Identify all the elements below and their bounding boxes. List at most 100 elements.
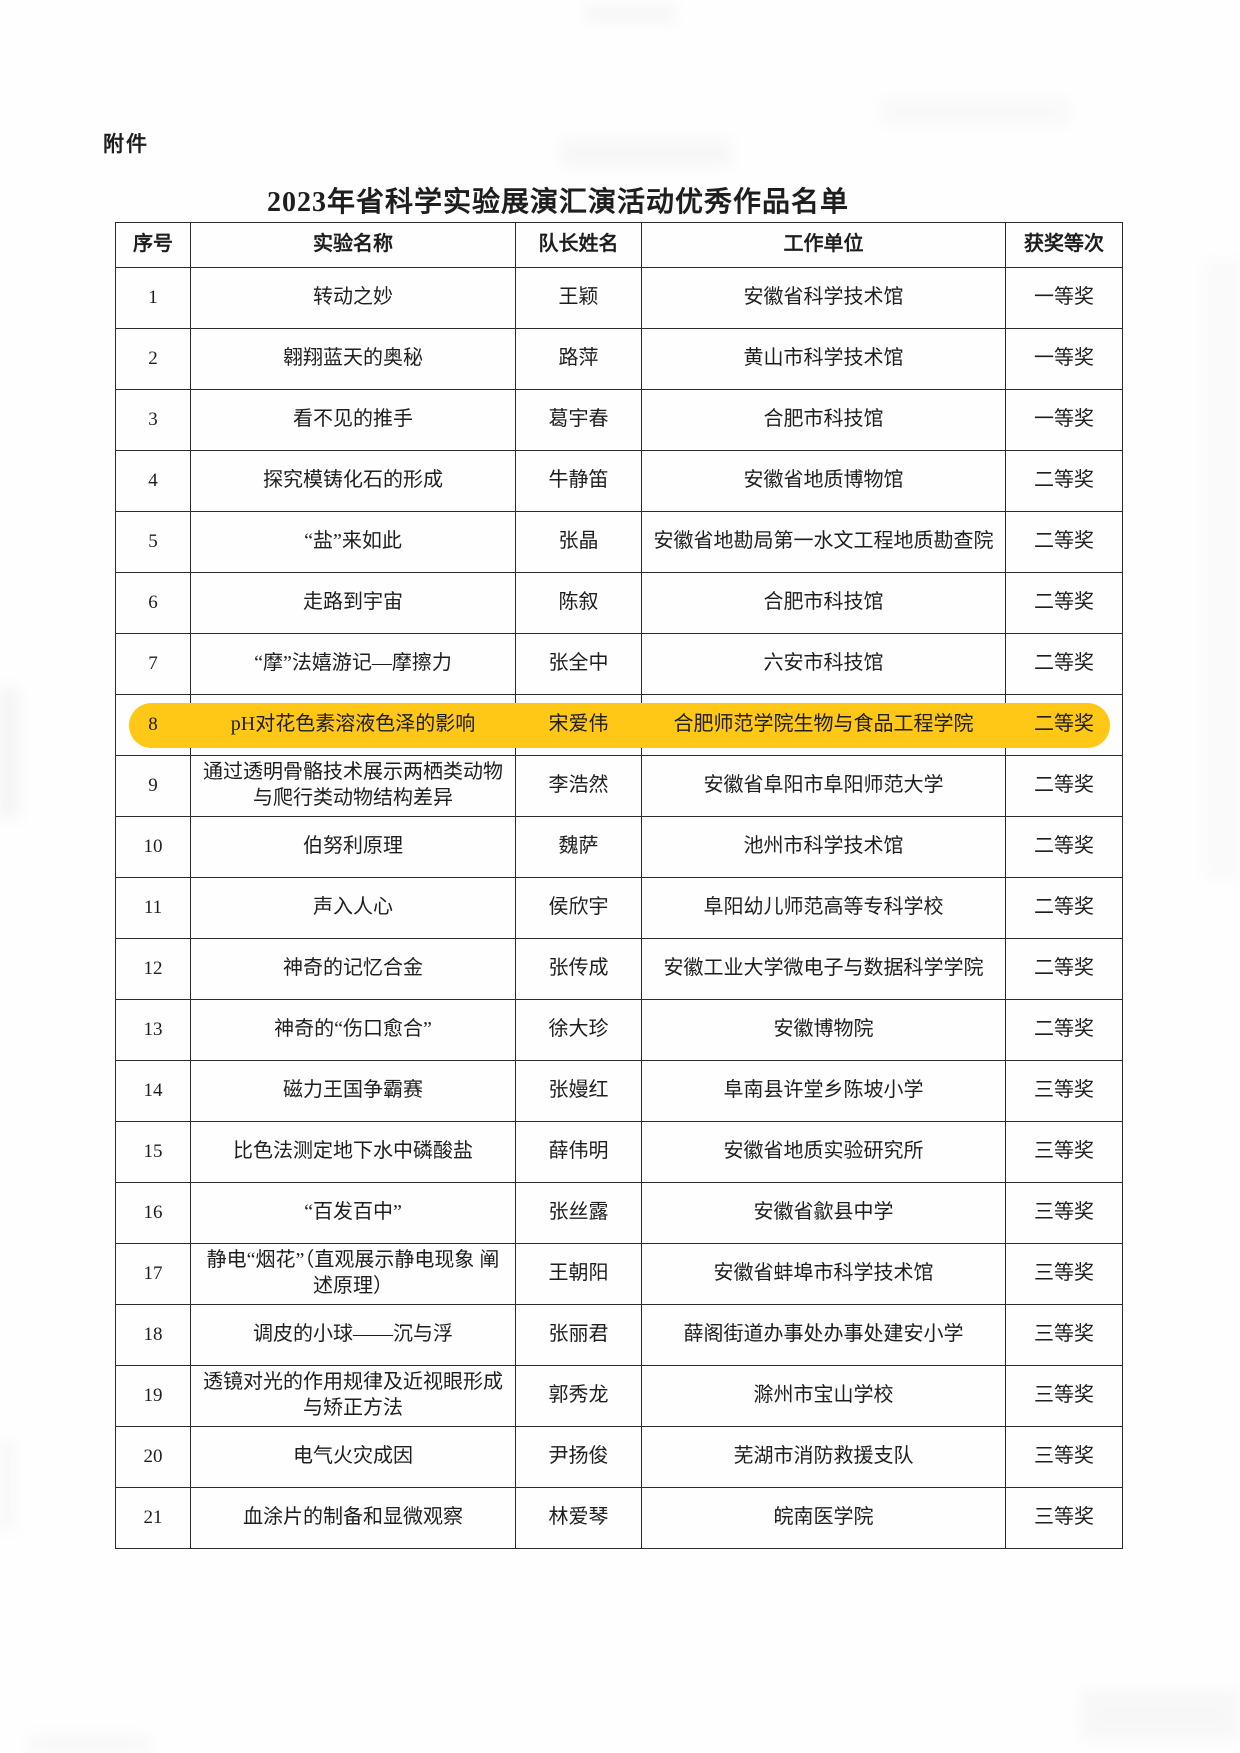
cell-no: 3 xyxy=(116,390,191,451)
cell-text: 2 xyxy=(148,347,158,369)
cell-text: 19 xyxy=(143,1384,163,1406)
cell-leader: 张丽君 xyxy=(516,1305,642,1366)
cell-unit: 皖南医学院 xyxy=(642,1488,1006,1549)
cell-text: 神奇的“伤口愈合” xyxy=(274,1018,432,1041)
cell-text: 伯努利原理 xyxy=(303,835,403,858)
cell-leader: 侯欣宇 xyxy=(516,878,642,939)
cell-text: 二等奖 xyxy=(1034,591,1094,614)
cell-award: 二等奖 xyxy=(1006,451,1123,512)
cell-text: 探究模铸化石的形成 xyxy=(263,469,443,492)
header-cell-leader: 队长姓名 xyxy=(516,223,642,268)
cell-award: 三等奖 xyxy=(1006,1366,1123,1427)
cell-award: 二等奖 xyxy=(1006,756,1123,817)
cell-text: 12 xyxy=(143,957,163,979)
cell-text: 翱翔蓝天的奥秘 xyxy=(283,347,423,370)
cell-text: 三等奖 xyxy=(1034,1445,1094,1468)
cell-unit: 芜湖市消防救援支队 xyxy=(642,1427,1006,1488)
cell-text: 17 xyxy=(143,1262,163,1284)
cell-text: 静电“烟花”（直观展示静电现象 阐述原理） xyxy=(206,1249,500,1297)
table-row: 21 血涂片的制备和显微观察 林爱琴 皖南医学院 三等奖 xyxy=(116,1488,1123,1549)
cell-award: 三等奖 xyxy=(1006,1305,1123,1366)
cell-text: “摩”法嬉游记—摩擦力 xyxy=(254,652,452,675)
cell-text: 张丽君 xyxy=(548,1323,609,1346)
cell-name: 探究模铸化石的形成 xyxy=(191,451,516,512)
cell-unit: 黄山市科学技术馆 xyxy=(642,329,1006,390)
cell-text: 陈叙 xyxy=(558,591,599,614)
cell-text: 比色法测定地下水中磷酸盐 xyxy=(233,1140,473,1163)
cell-text: 安徽省阜阳市阜阳师范大学 xyxy=(703,774,944,797)
cell-name: 神奇的“伤口愈合” xyxy=(191,1000,516,1061)
table-row: 11 声入人心 侯欣宇 阜阳幼儿师范高等专科学校 二等奖 xyxy=(116,878,1123,939)
cell-leader: 张传成 xyxy=(516,939,642,1000)
cell-text: 二等奖 xyxy=(1034,835,1094,858)
cell-unit: 阜阳幼儿师范高等专科学校 xyxy=(642,878,1006,939)
cell-text: 磁力王国争霸赛 xyxy=(283,1079,423,1102)
cell-text: 徐大珍 xyxy=(548,1018,609,1041)
cell-award: 二等奖 xyxy=(1006,1000,1123,1061)
cell-unit: 六安市科技馆 xyxy=(642,634,1006,695)
cell-text: 三等奖 xyxy=(1034,1506,1094,1529)
cell-unit: 安徽省地质博物馆 xyxy=(642,451,1006,512)
cell-no: 10 xyxy=(116,817,191,878)
cell-leader: 牛静笛 xyxy=(516,451,642,512)
cell-text: 18 xyxy=(143,1323,163,1345)
cell-text: 5 xyxy=(148,530,158,552)
cell-award: 二等奖 xyxy=(1006,878,1123,939)
cell-unit: 安徽省地勘局第一水文工程地质勘查院 xyxy=(642,512,1006,573)
table-row: 15 比色法测定地下水中磷酸盐 薛伟明 安徽省地质实验研究所 三等奖 xyxy=(116,1122,1123,1183)
cell-award: 三等奖 xyxy=(1006,1488,1123,1549)
cell-text: 看不见的推手 xyxy=(293,408,413,431)
scan-artifact xyxy=(560,140,730,166)
cell-text: 转动之妙 xyxy=(313,286,393,309)
cell-no: 15 xyxy=(116,1122,191,1183)
cell-award: 二等奖 xyxy=(1006,573,1123,634)
cell-award: 三等奖 xyxy=(1006,1183,1123,1244)
table-header-row: 序号 实验名称 队长姓名 工作单位 获奖等次 xyxy=(116,223,1123,268)
cell-leader: 张全中 xyxy=(516,634,642,695)
cell-text: 三等奖 xyxy=(1034,1079,1094,1102)
header-text: 实验名称 xyxy=(313,233,393,256)
cell-unit: 阜南县许堂乡陈坡小学 xyxy=(642,1061,1006,1122)
header-text: 队长姓名 xyxy=(538,233,619,256)
cell-text: 芜湖市消防救援支队 xyxy=(733,1445,914,1468)
cell-unit: 安徽工业大学微电子与数据科学学院 xyxy=(642,939,1006,1000)
header-cell-name: 实验名称 xyxy=(191,223,516,268)
cell-no: 18 xyxy=(116,1305,191,1366)
cell-name: 电气火灾成因 xyxy=(191,1427,516,1488)
scan-artifact xyxy=(1080,1690,1240,1740)
table-row: 3 看不见的推手 葛宇春 合肥市科技馆 一等奖 xyxy=(116,390,1123,451)
cell-leader: 葛宇春 xyxy=(516,390,642,451)
cell-text: pH对花色素溶液色泽的影响 xyxy=(230,713,476,736)
cell-no: 7 xyxy=(116,634,191,695)
cell-text: 透镜对光的作用规律及近视眼形成与矫正方法 xyxy=(203,1371,503,1419)
cell-text: 王朝阳 xyxy=(548,1262,609,1285)
cell-text: 三等奖 xyxy=(1034,1384,1094,1407)
cell-text: 阜南县许堂乡陈坡小学 xyxy=(723,1079,924,1102)
cell-text: 声入人心 xyxy=(313,896,393,919)
table-row: 18 调皮的小球——沉与浮 张丽君 薛阁街道办事处办事处建安小学 三等奖 xyxy=(116,1305,1123,1366)
cell-text: 张嫚红 xyxy=(548,1079,609,1102)
header-cell-unit: 工作单位 xyxy=(642,223,1006,268)
cell-unit: 池州市科学技术馆 xyxy=(642,817,1006,878)
cell-text: 9 xyxy=(148,774,158,796)
table-row: 16 “百发百中” 张丝露 安徽省歙县中学 三等奖 xyxy=(116,1183,1123,1244)
cell-text: 阜阳幼儿师范高等专科学校 xyxy=(703,896,944,919)
cell-text: 三等奖 xyxy=(1034,1201,1094,1224)
cell-no: 21 xyxy=(116,1488,191,1549)
cell-text: 二等奖 xyxy=(1034,1018,1094,1041)
table-row: 19 透镜对光的作用规律及近视眼形成与矫正方法 郭秀龙 滁州市宝山学校 三等奖 xyxy=(116,1366,1123,1427)
table-row: 14 磁力王国争霸赛 张嫚红 阜南县许堂乡陈坡小学 三等奖 xyxy=(116,1061,1123,1122)
cell-unit: 安徽省科学技术馆 xyxy=(642,268,1006,329)
cell-text: 滁州市宝山学校 xyxy=(753,1384,894,1407)
cell-text: 张全中 xyxy=(548,652,609,675)
cell-name: 伯努利原理 xyxy=(191,817,516,878)
awards-table: 序号 实验名称 队长姓名 工作单位 获奖等次 1 转动之妙 王颖 安徽省科学技术馆 一等… xyxy=(115,222,1123,1549)
cell-unit: 合肥市科技馆 xyxy=(642,573,1006,634)
cell-leader: 王颖 xyxy=(516,268,642,329)
cell-award: 二等奖 xyxy=(1006,939,1123,1000)
table-row: 6 走路到宇宙 陈叙 合肥市科技馆 二等奖 xyxy=(116,573,1123,634)
cell-text: 14 xyxy=(143,1079,163,1101)
table-row: 4 探究模铸化石的形成 牛静笛 安徽省地质博物馆 二等奖 xyxy=(116,451,1123,512)
cell-award: 三等奖 xyxy=(1006,1244,1123,1305)
header-text: 序号 xyxy=(133,233,173,256)
